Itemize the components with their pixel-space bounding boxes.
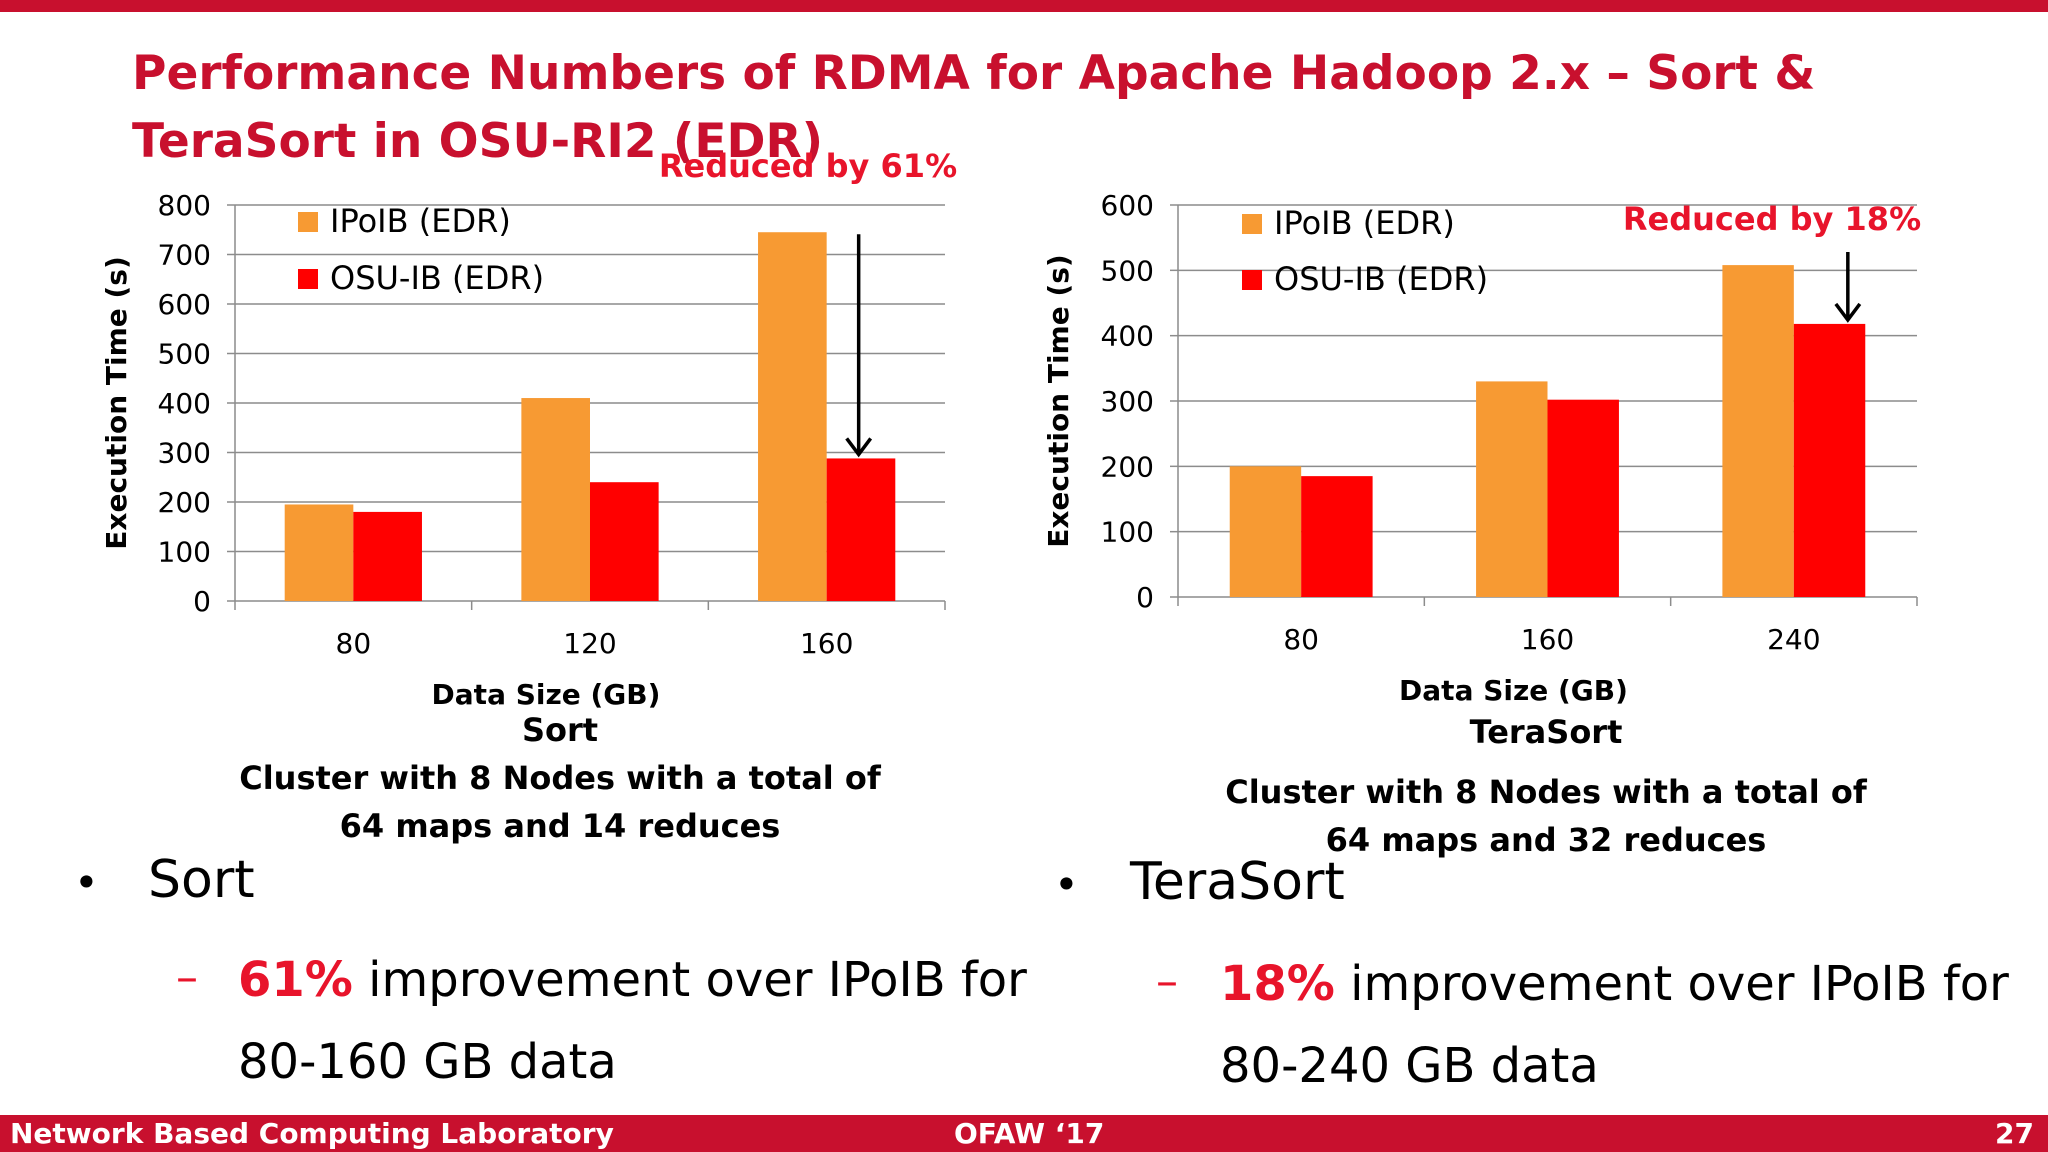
terasort-caption: TeraSort Cluster with 8 Nodes with a tot…	[1196, 708, 1896, 864]
sort-improvement-pct: 61%	[238, 952, 353, 1008]
sort-bar-ipoib	[521, 398, 590, 601]
terasort-legend-label-osuib: OSU-IB (EDR)	[1274, 260, 1488, 298]
dash-terasort: –	[1156, 956, 1178, 1007]
bullet-terasort-detail-line2: 80-240 GB data	[1220, 1038, 1599, 1094]
sort-bar-osuib	[590, 482, 659, 601]
sort-y-tick-label: 300	[158, 437, 211, 470]
sort-y-tick-label: 700	[158, 239, 211, 272]
terasort-y-axis-title: Execution Time (s)	[1042, 254, 1075, 547]
sort-y-tick-label: 200	[158, 486, 211, 519]
dash-sort: –	[176, 952, 198, 1003]
slide-title: Performance Numbers of RDMA for Apache H…	[132, 46, 1816, 169]
sort-caption: Sort Cluster with 8 Nodes with a total o…	[230, 706, 890, 850]
terasort-bar-ipoib	[1229, 466, 1302, 597]
terasort-y-tick-label: 400	[1101, 320, 1154, 353]
terasort-bar-ipoib	[1722, 265, 1794, 597]
terasort-y-tick-label: 300	[1101, 385, 1154, 418]
sort-bar-ipoib	[758, 232, 827, 601]
top-accent-bar	[0, 0, 2048, 12]
terasort-caption-line1: Cluster with 8 Nodes with a total of	[1225, 773, 1867, 811]
bullet-terasort-heading: TeraSort	[1130, 852, 1345, 912]
bullet-sort-detail-line2: 80-160 GB data	[238, 1034, 617, 1090]
sort-y-tick-label: 800	[158, 189, 211, 222]
terasort-y-tick-label: 500	[1101, 254, 1154, 287]
sort-y-tick-label: 500	[158, 338, 211, 371]
terasort-x-axis-title: Data Size (GB)	[1399, 674, 1628, 707]
footer-page-number: 27	[1995, 1117, 2034, 1150]
terasort-x-tick-label: 160	[1521, 623, 1574, 656]
terasort-legend-swatch-osuib	[1242, 270, 1262, 290]
terasort-bar-osuib	[1793, 323, 1866, 597]
terasort-x-tick-label: 240	[1767, 623, 1820, 656]
sort-caption-line2: 64 maps and 14 reduces	[339, 807, 781, 845]
sort-reduction-arrow-head	[845, 437, 873, 458]
terasort-y-tick-label: 0	[1136, 581, 1154, 614]
sort-y-axis-title: Execution Time (s)	[100, 256, 133, 549]
sort-y-tick-label: 600	[158, 288, 211, 321]
terasort-bar-osuib	[1547, 399, 1619, 597]
sort-y-tick-label: 0	[193, 585, 211, 618]
sort-caption-name: Sort	[521, 711, 599, 749]
footer-event: OFAW ‘17	[954, 1117, 1105, 1150]
terasort-reduction-arrow-head	[1834, 302, 1862, 323]
sort-improvement-text: improvement over IPoIB for	[352, 952, 1027, 1008]
sort-legend-label-osuib: OSU-IB (EDR)	[330, 259, 544, 297]
bullet-dot-terasort: •	[1054, 860, 1079, 909]
footer-lab-name: Network Based Computing Laboratory	[10, 1117, 614, 1150]
terasort-x-tick-label: 80	[1283, 623, 1319, 656]
terasort-improvement-pct: 18%	[1220, 956, 1335, 1012]
terasort-caption-line2: 64 maps and 32 reduces	[1325, 821, 1767, 859]
bullet-sort-heading: Sort	[148, 850, 255, 910]
sort-bar-osuib	[353, 511, 422, 601]
terasort-improvement-text: improvement over IPoIB for	[1334, 956, 2009, 1012]
sort-caption-line1: Cluster with 8 Nodes with a total of	[239, 759, 881, 797]
terasort-legend-swatch-ipoib	[1242, 214, 1262, 234]
sort-bar-osuib	[826, 458, 896, 601]
sort-annotation: Reduced by 61%	[659, 147, 957, 185]
sort-x-axis-title: Data Size (GB)	[432, 678, 661, 711]
sort-y-tick-label: 400	[158, 387, 211, 420]
sort-y-tick-label: 100	[158, 536, 211, 569]
terasort-y-tick-label: 100	[1101, 516, 1154, 549]
terasort-legend-label-ipoib: IPoIB (EDR)	[1274, 204, 1455, 242]
terasort-caption-name: TeraSort	[1469, 713, 1623, 751]
bullet-terasort-detail: 18% improvement over IPoIB for	[1220, 956, 2009, 1012]
bullet-dot-sort: •	[74, 858, 99, 907]
sort-legend-swatch-osuib	[298, 269, 318, 289]
sort-legend-swatch-ipoib	[298, 212, 318, 232]
footer-bar: Network Based Computing Laboratory OFAW …	[0, 1115, 2048, 1152]
sort-x-tick-label: 120	[563, 627, 616, 660]
terasort-annotation: Reduced by 18%	[1623, 200, 1921, 238]
sort-x-tick-label: 160	[800, 627, 853, 660]
terasort-y-tick-label: 600	[1101, 189, 1154, 222]
terasort-y-tick-label: 200	[1101, 450, 1154, 483]
sort-bar-ipoib	[284, 504, 354, 601]
sort-legend-label-ipoib: IPoIB (EDR)	[330, 202, 511, 240]
terasort-bar-ipoib	[1476, 381, 1548, 597]
sort-x-tick-label: 80	[336, 627, 372, 660]
bullet-sort-detail: 61% improvement over IPoIB for	[238, 952, 1027, 1008]
terasort-bar-osuib	[1301, 476, 1373, 597]
